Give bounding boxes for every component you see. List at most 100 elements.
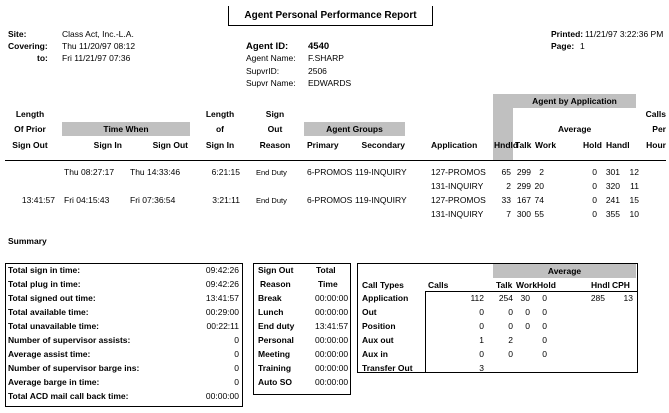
row-application: 127-PROMOS: [431, 167, 486, 177]
calltypes-average-header: Average: [547, 266, 582, 276]
calltype-hold: 0: [542, 321, 547, 331]
calltype-work: 0: [525, 321, 530, 331]
signout-reason: Auto SO: [258, 377, 292, 387]
signout-header-reason-1: Sign Out: [258, 265, 294, 275]
signout-reason: Training: [258, 363, 292, 373]
total-label: Total plug in time:: [8, 279, 81, 289]
row-length: 3:21:11: [212, 195, 240, 205]
signout-time: 00:00:00: [315, 335, 349, 345]
row-cph: 12: [629, 167, 639, 177]
signout-header-reason-2: Reason: [260, 279, 291, 289]
row-secondary: 119-INQUIRY: [355, 195, 407, 205]
col-cph-1: Calls: [645, 109, 666, 119]
total-value: 0: [234, 349, 239, 359]
summary-title: Summary: [8, 236, 47, 246]
col-cph-2: Per: [652, 124, 666, 134]
total-value: 0: [234, 377, 239, 387]
total-value: 00:00:00: [205, 391, 239, 401]
agent-by-application-band: [493, 94, 636, 108]
calltype-hold: 0: [542, 307, 547, 317]
agent-groups-band: [304, 122, 405, 136]
report-title: Agent Personal Performance Report: [244, 10, 417, 21]
calltypes-header-talk: Talk: [496, 280, 513, 290]
total-value: 0: [234, 335, 239, 345]
agent-id-label: Agent ID:: [246, 41, 289, 52]
calltypes-header-hndl: Hndl: [591, 280, 610, 290]
col-hndld: Hndld: [494, 140, 519, 150]
col-reason-1: Sign: [265, 109, 285, 119]
total-label: Total sign in time:: [8, 265, 81, 275]
row-talk: 299: [516, 167, 531, 177]
row-work: 20: [534, 181, 544, 191]
row-application: 127-PROMOS: [431, 195, 486, 205]
title-box: [228, 6, 433, 26]
total-label: Average assist time:: [8, 349, 91, 359]
row-primary: 6-PROMOS: [307, 167, 353, 177]
to-label: to:: [37, 53, 48, 63]
average-band: [493, 264, 636, 278]
row-prior: 13:41:57: [21, 195, 55, 205]
site-label: Site:: [8, 29, 27, 39]
supvr-id-value: 2506: [308, 66, 327, 76]
calltype-label: Aux in: [362, 349, 388, 359]
col-agent-groups: Agent Groups: [326, 124, 383, 134]
row-work: 55: [534, 209, 544, 219]
calltype-hold: 0: [542, 293, 547, 303]
signout-time: 00:00:00: [315, 349, 349, 359]
total-label: Total ACD mail call back time:: [8, 391, 129, 401]
calltypes-box: [357, 263, 638, 373]
page-value: 1: [580, 41, 585, 51]
row-talk: 299: [516, 181, 531, 191]
col-secondary: Secondary: [361, 140, 405, 150]
total-label: Number of supervisor barge ins:: [8, 363, 140, 373]
total-value: 0: [234, 363, 239, 373]
printed-value: 11/21/97 3:22:36 PM: [585, 29, 664, 39]
col-length-prior-1: Length: [15, 109, 45, 119]
col-average: Average: [558, 124, 592, 134]
calltypes-values-box: [425, 291, 637, 372]
total-label: Number of supervisor assists:: [8, 335, 131, 345]
signout-reason: Lunch: [258, 307, 284, 317]
supvr-id-label: SupvrID:: [246, 66, 280, 76]
printed-label: Printed:: [551, 29, 584, 39]
row-hndld: 65: [501, 167, 511, 177]
calltype-talk: 0: [508, 307, 513, 317]
signout-time: 13:41:57: [315, 321, 349, 331]
row-hndld: 33: [501, 195, 511, 205]
calltype-hndl: 285: [590, 293, 605, 303]
page-label: Page:: [551, 41, 575, 51]
header-divider: [5, 160, 666, 161]
totals-box: [5, 263, 243, 407]
col-cph-3: Hour: [646, 140, 666, 150]
col-work: Work: [535, 140, 557, 150]
calltype-hold: 0: [542, 335, 547, 345]
col-sign-in: Sign In: [93, 140, 122, 150]
calltype-label: Position: [362, 321, 396, 331]
calltypes-header-work: Work: [516, 280, 538, 290]
signout-time: 00:00:00: [315, 307, 349, 317]
row-cph: 10: [629, 209, 639, 219]
calltype-calls: 0: [479, 307, 484, 317]
total-value: 09:42:26: [205, 265, 239, 275]
col-length-sign-in-2: of: [215, 124, 225, 134]
row-work: 74: [534, 195, 544, 205]
row-hold: 0: [592, 209, 597, 219]
calltype-calls: 1: [479, 335, 484, 345]
row-handl: 320: [605, 181, 620, 191]
signout-reason: Personal: [258, 335, 294, 345]
calltype-talk: 254: [498, 293, 513, 303]
calltype-label: Out: [362, 307, 377, 317]
row-hold: 0: [592, 167, 597, 177]
signout-box: [253, 263, 351, 395]
calltype-calls: 3: [479, 363, 484, 373]
total-label: Total signed out time:: [8, 293, 96, 303]
signout-header-total-2: Time: [318, 279, 338, 289]
row-hndld: 7: [506, 209, 511, 219]
calltype-talk: 2: [508, 335, 513, 345]
signout-time: 00:00:00: [315, 363, 349, 373]
row-sign-out: Thu 14:33:46: [130, 167, 181, 177]
total-label: Average barge in time:: [8, 377, 100, 387]
calltype-cph: 13: [623, 293, 633, 303]
col-talk: Talk: [515, 140, 532, 150]
col-application: Application: [431, 140, 478, 150]
